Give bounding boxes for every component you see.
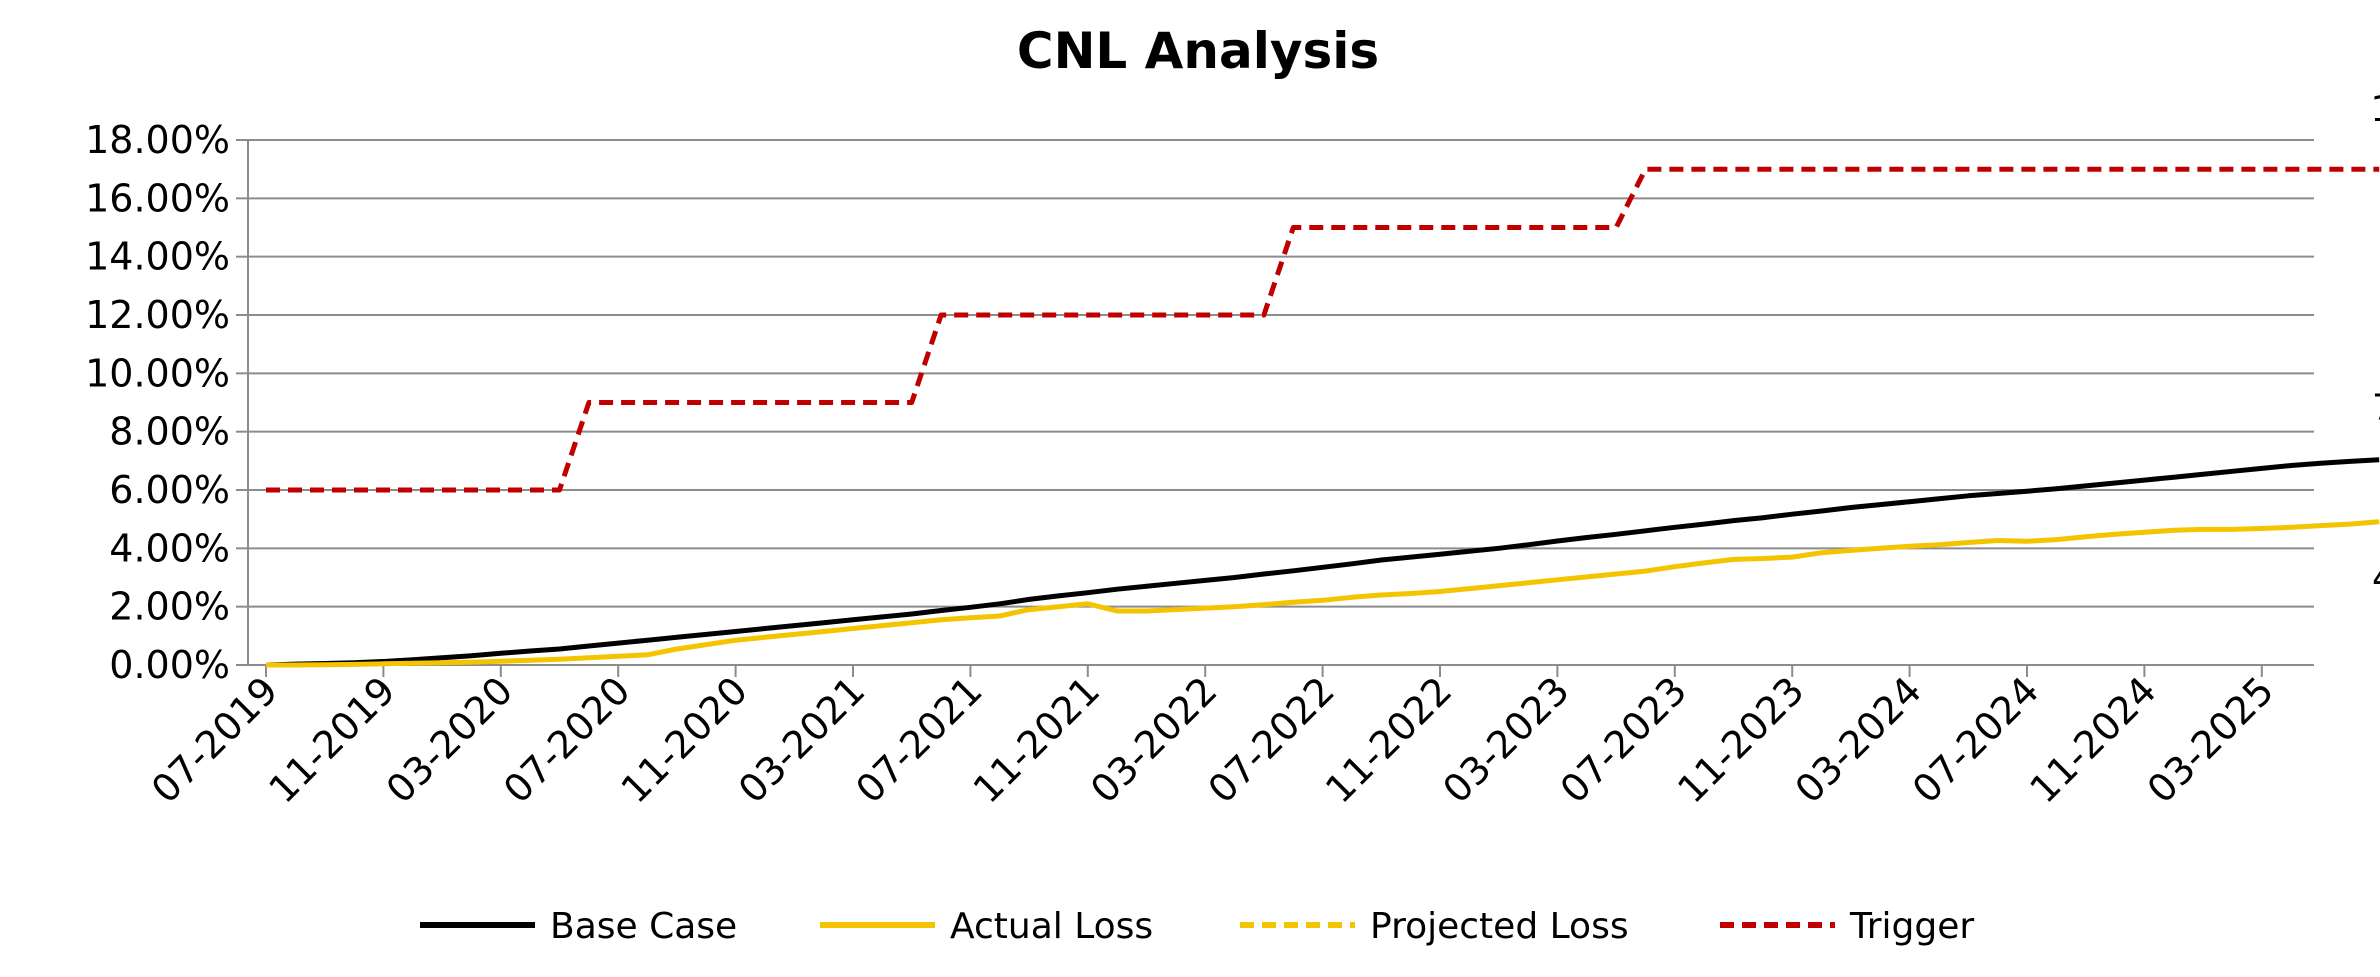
x-tick-label: 11-2024 <box>2021 668 2164 811</box>
data-label-actual-loss: 4.91% <box>2372 558 2380 599</box>
x-tick-label: 03-2021 <box>730 668 873 811</box>
x-tick-label: 11-2020 <box>613 668 756 811</box>
legend: Base Case Actual Loss Projected Loss Trigge… <box>420 906 1974 947</box>
x-tick-label: 07-2022 <box>1200 668 1343 811</box>
series-line-trigger <box>266 166 2380 493</box>
series-line-actual-loss <box>266 519 2380 668</box>
series-line-base-case <box>265 457 2380 668</box>
x-tick-label: 03-2024 <box>1787 668 1930 811</box>
y-tick-label: 8.00% <box>109 410 230 454</box>
y-tick-label: 16.00% <box>85 176 230 220</box>
axes <box>247 140 2314 666</box>
x-axis-ticks: 07-201911-201903-202007-202011-202003-20… <box>143 665 2282 812</box>
y-axis-ticks: 0.00% 2.00% 4.00% 6.00% 8.00% 10.00% 12.00% 14.… <box>85 118 248 687</box>
y-tick-label: 12.00% <box>85 293 230 337</box>
legend-label: Actual Loss <box>950 906 1153 947</box>
x-tick-label: 07-2021 <box>847 668 990 811</box>
data-label-trigger: 17.00% <box>2371 89 2380 130</box>
x-tick-label: 07-2020 <box>495 668 638 811</box>
x-tick-label: 11-2019 <box>260 668 403 811</box>
data-labels: 17.00% 7.04% 4.91% <box>2371 89 2380 599</box>
series-lines <box>265 166 2380 668</box>
y-tick-label: 0.00% <box>109 643 230 687</box>
legend-label: Trigger <box>1849 906 1974 947</box>
x-tick-label: 07-2024 <box>1904 668 2047 811</box>
y-tick-label: 4.00% <box>109 526 230 570</box>
x-tick-label: 07-2023 <box>1552 668 1695 811</box>
y-tick-label: 10.00% <box>85 351 230 395</box>
legend-label: Projected Loss <box>1370 906 1629 947</box>
x-tick-label: 11-2022 <box>1317 668 1460 811</box>
chart-title: CNL Analysis <box>1017 22 1379 80</box>
x-tick-label: 03-2023 <box>1434 668 1577 811</box>
y-tick-label: 14.00% <box>85 235 230 279</box>
y-tick-label: 6.00% <box>109 468 230 512</box>
x-tick-label: 11-2023 <box>1669 668 1812 811</box>
grid-lines <box>248 139 2314 666</box>
data-label-base-case: 7.04% <box>2372 388 2380 429</box>
y-tick-label: 2.00% <box>109 585 230 629</box>
legend-label: Base Case <box>550 906 737 947</box>
x-tick-label: 03-2022 <box>1082 668 1225 811</box>
x-tick-label: 03-2025 <box>2139 668 2282 811</box>
y-tick-label: 18.00% <box>85 118 230 162</box>
x-tick-label: 07-2019 <box>143 668 286 811</box>
x-tick-label: 11-2021 <box>965 668 1108 811</box>
x-tick-label: 03-2020 <box>378 668 521 811</box>
